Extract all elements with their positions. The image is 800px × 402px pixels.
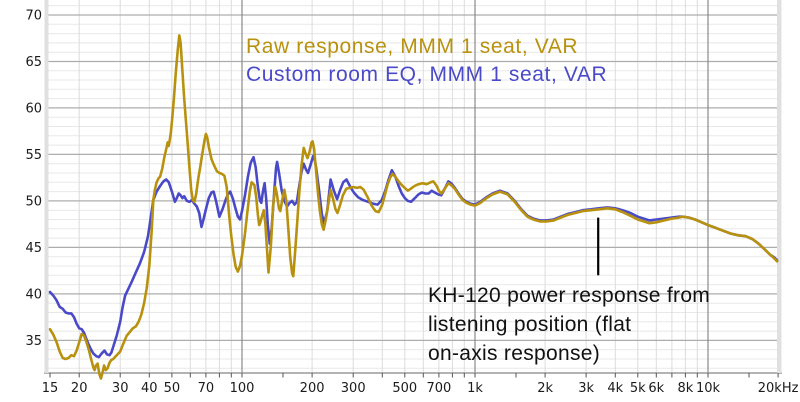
- legend: Raw response, MMM 1 seat, VAR Custom roo…: [246, 33, 607, 89]
- annotation-line-1: KH-120 power response from: [428, 284, 711, 307]
- y-tick-label: 70: [25, 9, 42, 24]
- legend-raw-response: Raw response, MMM 1 seat, VAR: [246, 35, 579, 58]
- right-axis-band: [777, 0, 782, 373]
- x-tick-label: 100: [230, 381, 255, 396]
- minor-vertical-gridlines: [78, 0, 698, 373]
- x-tick-label: 10k: [696, 381, 721, 396]
- y-tick-label: 60: [25, 101, 42, 116]
- raw-response-curve: [48, 34, 779, 380]
- x-tick-label: 300: [341, 381, 366, 396]
- x-tick-label: 70: [198, 381, 215, 396]
- x-tick-label: 2k: [537, 381, 553, 396]
- annotation-line-3: on-axis response): [428, 342, 601, 365]
- x-tick-label: 1k: [467, 381, 483, 396]
- y-tick-label: 65: [25, 55, 42, 70]
- x-tick-label: 15: [42, 381, 59, 396]
- x-tick-label: 20: [71, 381, 88, 396]
- left-axis-band: [44, 0, 49, 373]
- x-axis-ticks: [49, 373, 779, 378]
- major-vertical-gridlines: [241, 0, 709, 373]
- x-tick-label: 8k: [677, 381, 693, 396]
- x-tick-label: 5k: [630, 381, 646, 396]
- x-tick-label: 30: [112, 381, 129, 396]
- y-tick-label: 55: [25, 148, 42, 163]
- y-tick-label: 45: [25, 241, 42, 256]
- x-tick-label: 6k: [648, 381, 664, 396]
- y-tick-label: 40: [25, 287, 42, 302]
- x-tick-label: 40: [141, 381, 158, 396]
- x-tick-label: 500: [392, 381, 417, 396]
- annotation-text: KH-120 power response from listening pos…: [428, 281, 710, 368]
- x-tick-label: 4k: [607, 381, 623, 396]
- x-tick-label: 700: [426, 381, 451, 396]
- y-tick-labels: 70 65 60 55 50 45 40 35: [25, 9, 42, 349]
- legend-custom-room-eq: Custom room EQ, MMM 1 seat, VAR: [246, 63, 608, 86]
- x-tick-label: 200: [300, 381, 325, 396]
- y-tick-label: 50: [25, 194, 42, 209]
- x-tick-label: 50: [164, 381, 181, 396]
- y-tick-label: 35: [25, 334, 42, 349]
- x-tick-label: 3k: [578, 381, 594, 396]
- x-tick-labels: 15 20 30 40 50 70 100 200 300 500 700 1k 2k 3k 4k 5k 6k 8…: [42, 381, 799, 396]
- annotation-line-2: listening position (flat: [428, 313, 632, 336]
- x-tick-label: 20kHz: [758, 381, 799, 396]
